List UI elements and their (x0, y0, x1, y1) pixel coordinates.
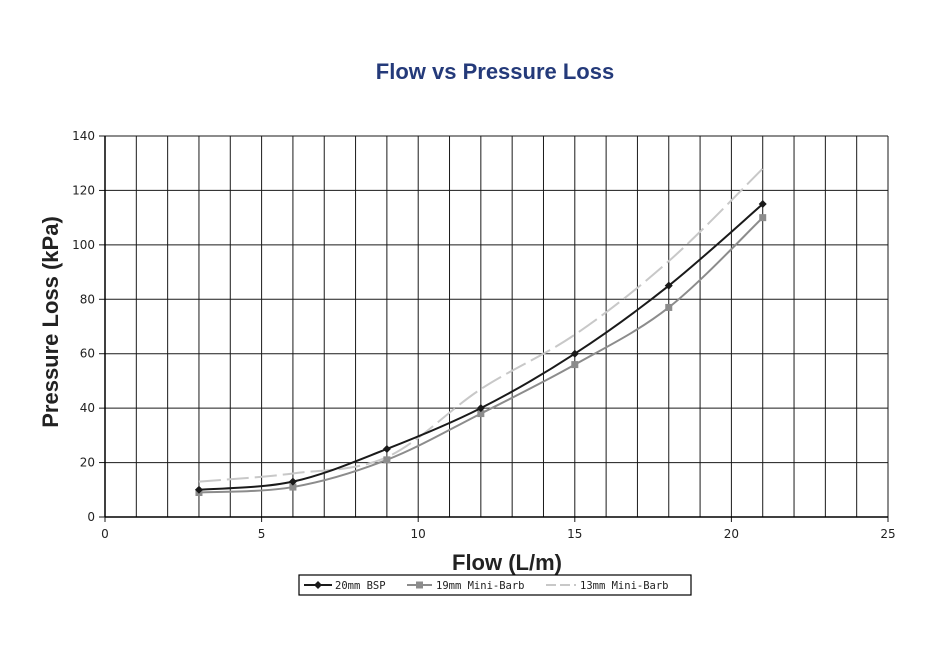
y-tick-label: 140 (72, 129, 95, 143)
x-tick-label: 15 (567, 527, 582, 541)
legend-box (298, 574, 692, 596)
legend-label: 13mm Mini-Barb (580, 580, 669, 592)
series-13mm-mini-barb (198, 167, 764, 483)
data-point (759, 214, 767, 222)
legend-label: 19mm Mini-Barb (436, 580, 525, 592)
tick-labels: 0 20 40 60 80 100 120 140 0 5 10 15 20 25 (72, 129, 896, 541)
x-tick-label: 10 (411, 527, 426, 541)
legend-label: 20mm BSP (335, 580, 386, 592)
data-point (288, 477, 297, 486)
data-point (477, 410, 485, 418)
data-point (665, 303, 673, 311)
data-point (758, 200, 767, 209)
series-20mm-bsp (194, 200, 767, 494)
legend: 20mm BSP 19mm Mini-Barb 13mm Mini-Barb (298, 574, 692, 596)
grid-lines (99, 135, 889, 522)
y-tick-label: 40 (80, 401, 95, 415)
x-tick-label: 25 (880, 527, 895, 541)
data-point (194, 485, 203, 494)
x-tick-label: 20 (724, 527, 739, 541)
x-tick-label: 5 (258, 527, 266, 541)
data-point (571, 361, 579, 369)
y-tick-label: 0 (87, 510, 95, 524)
legend-item: 13mm Mini-Barb (546, 580, 669, 592)
data-point (664, 281, 673, 290)
y-tick-label: 20 (80, 456, 95, 470)
y-tick-label: 100 (72, 238, 95, 252)
data-point (476, 404, 485, 413)
legend-marker (314, 581, 322, 589)
data-point (383, 456, 391, 464)
x-tick-label: 0 (101, 527, 109, 541)
y-tick-label: 80 (80, 292, 95, 306)
x-axis-label: Flow (L/m) (452, 550, 562, 575)
legend-item: 19mm Mini-Barb (407, 580, 525, 592)
y-axis-label: Pressure Loss (kPa) (38, 216, 63, 428)
series-line (198, 167, 764, 483)
legend-item: 20mm BSP (304, 580, 386, 592)
legend-marker (416, 581, 423, 589)
y-tick-label: 120 (72, 183, 95, 197)
data-point (289, 483, 297, 491)
data-point (570, 349, 579, 358)
y-tick-label: 60 (80, 347, 95, 361)
series-layer (194, 167, 767, 497)
data-point (382, 444, 391, 453)
chart-title: Flow vs Pressure Loss (375, 59, 615, 84)
